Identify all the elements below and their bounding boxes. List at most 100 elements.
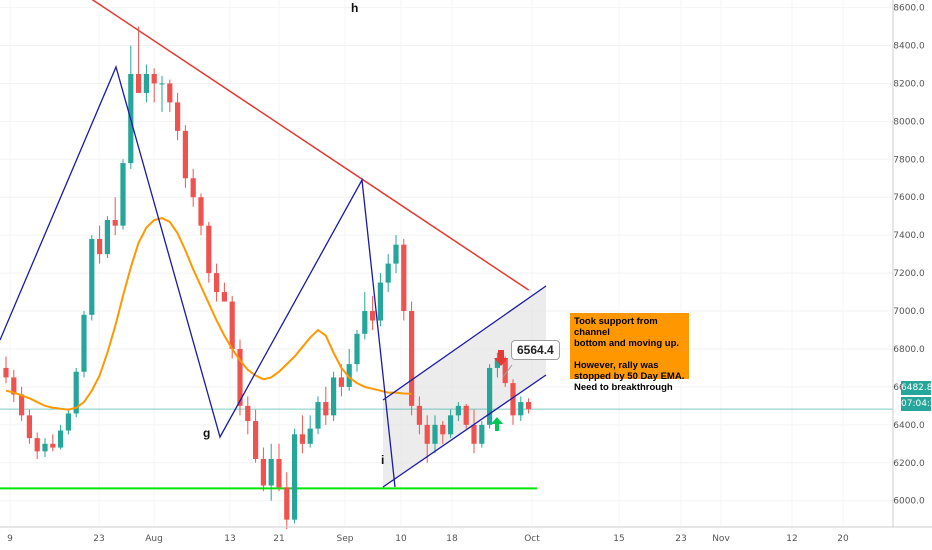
candle (50, 434, 56, 452)
y-tick-label: 7200.0 (893, 269, 925, 279)
point-label-g: g (203, 426, 210, 440)
x-tick-label: 23 (93, 534, 104, 544)
countdown-tag: 07:04:29 (901, 397, 932, 411)
candle (331, 371, 337, 422)
x-tick-label: Oct (524, 534, 540, 544)
candle (167, 79, 173, 112)
arrow-down-icon (494, 350, 508, 366)
candle (362, 292, 368, 340)
candle (424, 415, 430, 463)
candle (112, 197, 118, 236)
ema-50-line (5, 217, 412, 411)
x-tick-label: 21 (273, 534, 284, 544)
point-label-i: i (381, 453, 384, 467)
candle (409, 301, 415, 416)
x-tick-label: Sep (337, 534, 354, 544)
candle (284, 472, 290, 530)
y-tick-label: 8600.0 (893, 4, 925, 14)
candle (175, 92, 181, 141)
candle (253, 409, 259, 463)
candle (104, 216, 110, 258)
candle (448, 409, 454, 439)
candle (182, 125, 188, 188)
candle (245, 396, 251, 435)
candle (120, 159, 126, 230)
x-axis[interactable]: 9 23 Aug 13 21 Sep 10 18 Oct 15 23 Nov 12 20 (7, 534, 849, 544)
candle (143, 64, 149, 103)
y-tick-label: 8200.0 (893, 79, 925, 89)
y-tick-label: 6200.0 (893, 459, 925, 469)
candle (128, 45, 134, 169)
grid-lines (0, 7, 893, 502)
candle (198, 193, 204, 236)
candle (393, 235, 399, 274)
candle (440, 421, 446, 444)
candle (463, 403, 469, 429)
candle (385, 254, 391, 293)
resistance-trendline[interactable] (90, 0, 530, 291)
candle (268, 443, 274, 501)
y-axis[interactable]: 6000.06200.06400.06600.06800.07000.07200… (893, 4, 925, 507)
candle (502, 356, 508, 387)
candle (307, 415, 313, 448)
x-tick-label: 18 (446, 534, 458, 544)
candle (190, 168, 196, 207)
arrow-up-icon (491, 417, 503, 431)
candle (34, 432, 40, 459)
candle (510, 379, 516, 425)
x-tick-label: 15 (613, 534, 624, 544)
x-tick-label: Nov (712, 534, 730, 544)
candle (354, 330, 360, 372)
y-tick-label: 8400.0 (893, 42, 925, 52)
candle (455, 402, 461, 422)
candle (42, 438, 48, 458)
candle (19, 386, 25, 422)
x-tick-label: 20 (837, 534, 849, 544)
candle (58, 424, 64, 450)
price-callout: 6564.4 (511, 340, 560, 360)
candle (159, 75, 165, 112)
x-tick-label: 12 (786, 534, 797, 544)
callout-pointer (502, 364, 513, 378)
x-tick-label: Aug (145, 534, 163, 544)
candle (26, 409, 32, 444)
candle (276, 443, 282, 492)
abcd-pattern-lines[interactable] (0, 65, 396, 488)
x-tick-label: 23 (675, 534, 686, 544)
candle (89, 235, 95, 321)
y-tick-label: 8000.0 (893, 117, 925, 127)
y-tick-label: 7800.0 (893, 155, 925, 165)
candle (151, 68, 157, 103)
channel-upper-line[interactable] (382, 285, 547, 401)
candle (323, 386, 329, 425)
x-tick-label: 10 (395, 534, 407, 544)
point-label-h: h (351, 1, 358, 15)
candle (315, 396, 321, 435)
candle (214, 263, 220, 302)
candle (346, 348, 352, 391)
candle (237, 339, 243, 416)
candle (260, 447, 266, 492)
y-tick-label: 7600.0 (893, 193, 925, 203)
y-tick-label: 6800.0 (893, 345, 925, 355)
y-tick-label: 7000.0 (893, 307, 925, 317)
candle (97, 225, 103, 264)
candle (81, 311, 87, 378)
x-tick-label: 9 (7, 534, 13, 544)
current-price-tag: 6482.8 (901, 381, 932, 395)
candle (299, 415, 305, 454)
x-tick-label: 13 (224, 534, 235, 544)
channel-lower-line[interactable] (382, 374, 547, 488)
y-tick-label: 6000.0 (893, 497, 925, 507)
candle (471, 409, 477, 454)
candle (518, 396, 524, 422)
candle (11, 369, 17, 403)
candle (526, 398, 532, 414)
candle (73, 367, 79, 418)
candle (206, 221, 212, 283)
candle (221, 282, 227, 302)
candle (487, 364, 493, 429)
y-tick-label: 6400.0 (893, 421, 925, 431)
candle (377, 273, 383, 327)
